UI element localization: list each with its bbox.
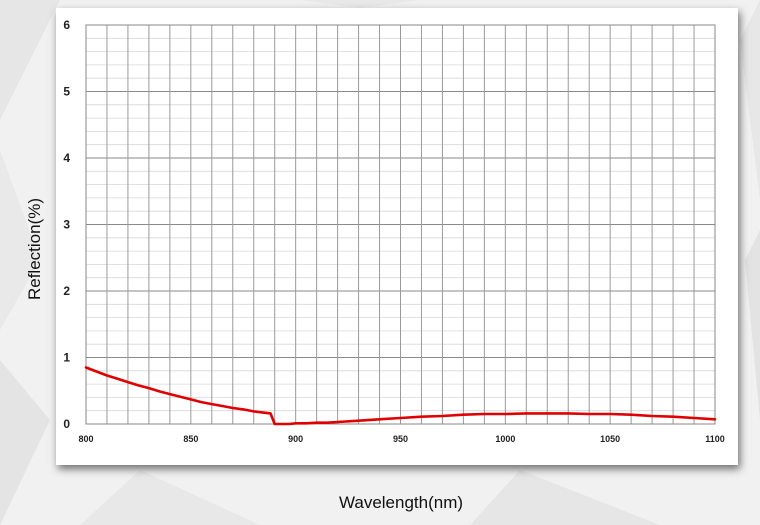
y-tick-label: 5 [63,85,70,99]
y-tick-label: 0 [63,417,70,431]
x-tick-label: 800 [78,434,93,444]
y-tick-label: 1 [63,351,70,365]
y-tick-label: 3 [63,218,70,232]
x-tick-label: 900 [288,434,303,444]
reflection-series-line [84,366,717,426]
y-tick-label: 6 [63,18,70,32]
y-tick-label: 4 [63,151,70,165]
x-tick-label: 1000 [495,434,515,444]
y-axis-title: Reflection(%) [25,197,44,301]
x-axis-title: Wavelength(nm) [338,493,464,512]
plot-area-frame [85,24,716,425]
x-tick-label: 1100 [705,434,725,444]
x-tick-label: 1050 [600,434,620,444]
x-tick-label: 950 [393,434,408,444]
x-tick-label: 850 [183,434,198,444]
y-tick-label: 2 [63,284,70,298]
